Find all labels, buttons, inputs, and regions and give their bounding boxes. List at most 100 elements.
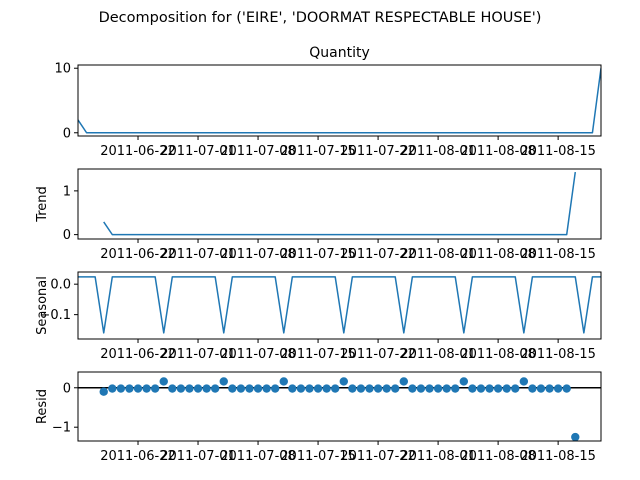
x-tick-label: 2011-08-15: [520, 347, 596, 362]
resid-point: [339, 377, 348, 386]
panel-frame: [77, 371, 602, 442]
resid-point: [365, 384, 374, 393]
x-tick-label: 2011-08-15: [520, 144, 596, 159]
resid-point: [356, 384, 366, 393]
observed-series-line: [78, 68, 601, 134]
resid-point: [553, 384, 563, 393]
resid-point: [485, 384, 494, 393]
resid-point: [391, 384, 400, 393]
resid-point: [451, 384, 460, 393]
panel-frame: [77, 64, 602, 137]
resid-point: [313, 384, 323, 393]
resid-point: [176, 384, 186, 393]
resid-point: [416, 384, 426, 393]
resid-point: [373, 384, 383, 393]
x-tick-label: 2011-07-22: [340, 347, 416, 362]
resid-point: [262, 384, 271, 393]
resid-point: [399, 377, 408, 386]
panel-seasonal: 0.0−0.12011-06-222011-07-012011-07-08201…: [35, 271, 602, 362]
x-tick-label: 2011-08-01: [400, 449, 476, 464]
x-tick-label: 2011-07-15: [280, 347, 356, 362]
x-tick-label: 2011-07-01: [160, 347, 236, 362]
resid-point: [493, 384, 503, 393]
resid-point: [150, 384, 160, 393]
x-tick-label: 2011-08-01: [400, 144, 476, 159]
resid-point: [571, 432, 580, 441]
x-tick-label: 2011-08-08: [460, 449, 536, 464]
x-tick-label: 2011-06-22: [100, 247, 176, 262]
resid-point: [433, 384, 443, 393]
resid-point: [236, 384, 246, 393]
observed-title: Quantity: [309, 45, 370, 61]
resid-ylabel: Resid: [35, 389, 50, 424]
x-tick-label: 2011-07-01: [160, 449, 236, 464]
x-tick-label: 2011-06-22: [100, 347, 176, 362]
panel-plot-area: [78, 276, 601, 334]
resid-point: [331, 384, 340, 393]
panel-trend: 012011-06-222011-07-012011-07-082011-07-…: [35, 168, 602, 262]
resid-point: [322, 384, 331, 393]
x-tick-label: 2011-07-01: [160, 144, 236, 159]
x-tick-label: 2011-08-01: [400, 347, 476, 362]
x-tick-label: 2011-08-01: [400, 247, 476, 262]
resid-point: [245, 384, 254, 393]
x-tick-label: 2011-07-22: [340, 144, 416, 159]
resid-point: [348, 384, 357, 393]
resid-point: [159, 377, 168, 386]
resid-point: [502, 384, 511, 393]
resid-point: [536, 384, 546, 393]
y-tick-label: 10: [54, 62, 71, 77]
y-tick-label: 0: [63, 126, 71, 141]
resid-point: [142, 384, 151, 393]
resid-point: [210, 384, 220, 393]
panel-resid: 0−12011-06-222011-07-012011-07-082011-07…: [35, 371, 602, 464]
x-tick-label: 2011-06-22: [100, 144, 176, 159]
resid-point: [468, 384, 477, 393]
x-tick-label: 2011-08-15: [520, 247, 596, 262]
y-tick-label: 0: [63, 381, 71, 396]
seasonal-series-line: [78, 276, 601, 334]
trend-series-line: [103, 171, 577, 236]
panel-plot-area: [78, 377, 601, 441]
x-tick-label: 2011-08-15: [520, 449, 596, 464]
resid-point: [228, 384, 237, 393]
resid-point: [116, 384, 126, 393]
x-tick-label: 2011-07-15: [280, 247, 356, 262]
resid-point: [562, 384, 571, 393]
panel-frame: [77, 168, 602, 240]
y-tick-label: 1: [63, 184, 71, 199]
x-tick-label: 2011-08-08: [460, 144, 536, 159]
panel-frame: [77, 271, 602, 340]
x-tick-label: 2011-07-08: [220, 247, 296, 262]
y-tick-label: −0.1: [39, 308, 71, 323]
resid-point: [219, 377, 228, 386]
resid-point: [442, 384, 451, 393]
resid-point: [168, 384, 177, 393]
y-tick-label: 0.0: [50, 278, 71, 293]
resid-point: [253, 384, 263, 393]
x-tick-label: 2011-07-08: [220, 449, 296, 464]
resid-point: [271, 384, 280, 393]
panel-plot-area: [103, 171, 577, 236]
resid-point: [108, 384, 117, 393]
panel-plot-area: [78, 68, 601, 134]
x-tick-label: 2011-07-01: [160, 247, 236, 262]
resid-point: [193, 384, 203, 393]
trend-ylabel: Trend: [35, 186, 50, 223]
resid-point: [459, 377, 469, 386]
x-tick-label: 2011-07-08: [220, 144, 296, 159]
resid-point: [202, 384, 211, 393]
resid-point: [545, 384, 554, 393]
seasonal-ylabel: Seasonal: [35, 276, 50, 335]
resid-point: [382, 384, 391, 393]
resid-point: [296, 384, 306, 393]
x-tick-label: 2011-06-22: [100, 449, 176, 464]
resid-point: [519, 377, 529, 386]
resid-point: [185, 384, 194, 393]
x-tick-label: 2011-08-08: [460, 347, 536, 362]
resid-point: [408, 384, 417, 393]
resid-point: [476, 384, 486, 393]
resid-point: [99, 387, 108, 396]
